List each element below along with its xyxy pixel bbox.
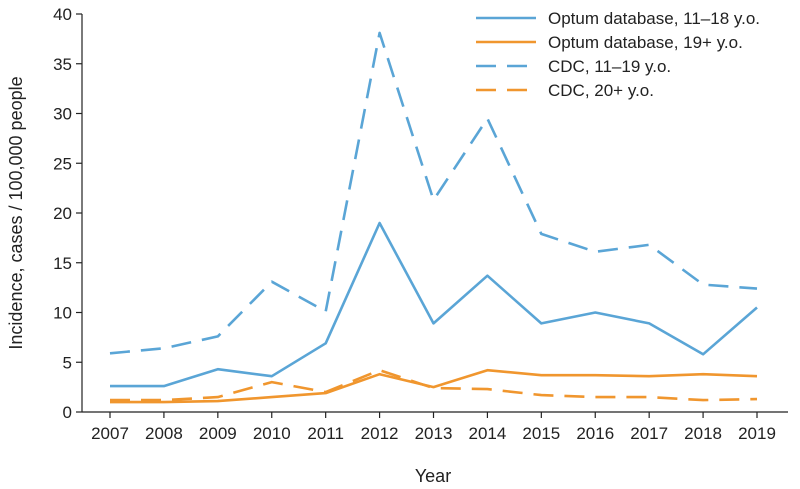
- x-tick-label: 2007: [91, 424, 129, 443]
- legend-label-1: Optum database, 11–18 y.o.: [548, 9, 760, 28]
- y-tick-label: 20: [53, 204, 72, 223]
- legend-label-3: CDC, 11–19 y.o.: [548, 57, 671, 76]
- y-tick-label: 40: [53, 5, 72, 24]
- x-tick-label: 2018: [684, 424, 722, 443]
- x-tick-label: 2012: [361, 424, 399, 443]
- y-tick-label: 35: [53, 55, 72, 74]
- y-tick-label: 0: [63, 403, 72, 422]
- x-tick-label: 2019: [738, 424, 776, 443]
- y-tick-label: 30: [53, 105, 72, 124]
- legend-label-2: Optum database, 19+ y.o.: [548, 33, 743, 52]
- series-line-2: [110, 368, 758, 404]
- series-line-3: [109, 31, 758, 355]
- x-tick-label: 2013: [415, 424, 453, 443]
- legend: Optum database, 11–18 y.o. Optum database…: [476, 9, 760, 100]
- x-tick-label: 2016: [576, 424, 614, 443]
- series-lines: [109, 31, 758, 404]
- axes: [81, 14, 788, 413]
- y-tick-label: 10: [53, 304, 72, 323]
- x-tick-label: 2015: [522, 424, 560, 443]
- x-tick-label: 2010: [253, 424, 291, 443]
- x-tick-label: 2008: [145, 424, 183, 443]
- x-tick-label: 2009: [199, 424, 237, 443]
- x-tick-label: 2011: [307, 424, 344, 443]
- legend-label-4: CDC, 20+ y.o.: [548, 81, 654, 100]
- y-tick-label: 25: [53, 154, 72, 173]
- y-ticks: 0 5 10 15 20 25 30 35 40: [53, 5, 82, 422]
- series-line-1: [110, 221, 758, 388]
- series-line-4: [110, 368, 758, 402]
- y-tick-label: 15: [53, 254, 72, 273]
- x-ticks: 2007 2008 2009 2010 2011 2012 2013 2014 2015 2016…: [91, 412, 776, 443]
- y-tick-label: 5: [63, 353, 72, 372]
- x-tick-label: 2017: [630, 424, 668, 443]
- x-tick-label: 2014: [469, 424, 507, 443]
- y-axis-title: Incidence, cases / 100,000 people: [6, 76, 26, 349]
- x-axis-title: Year: [415, 466, 451, 486]
